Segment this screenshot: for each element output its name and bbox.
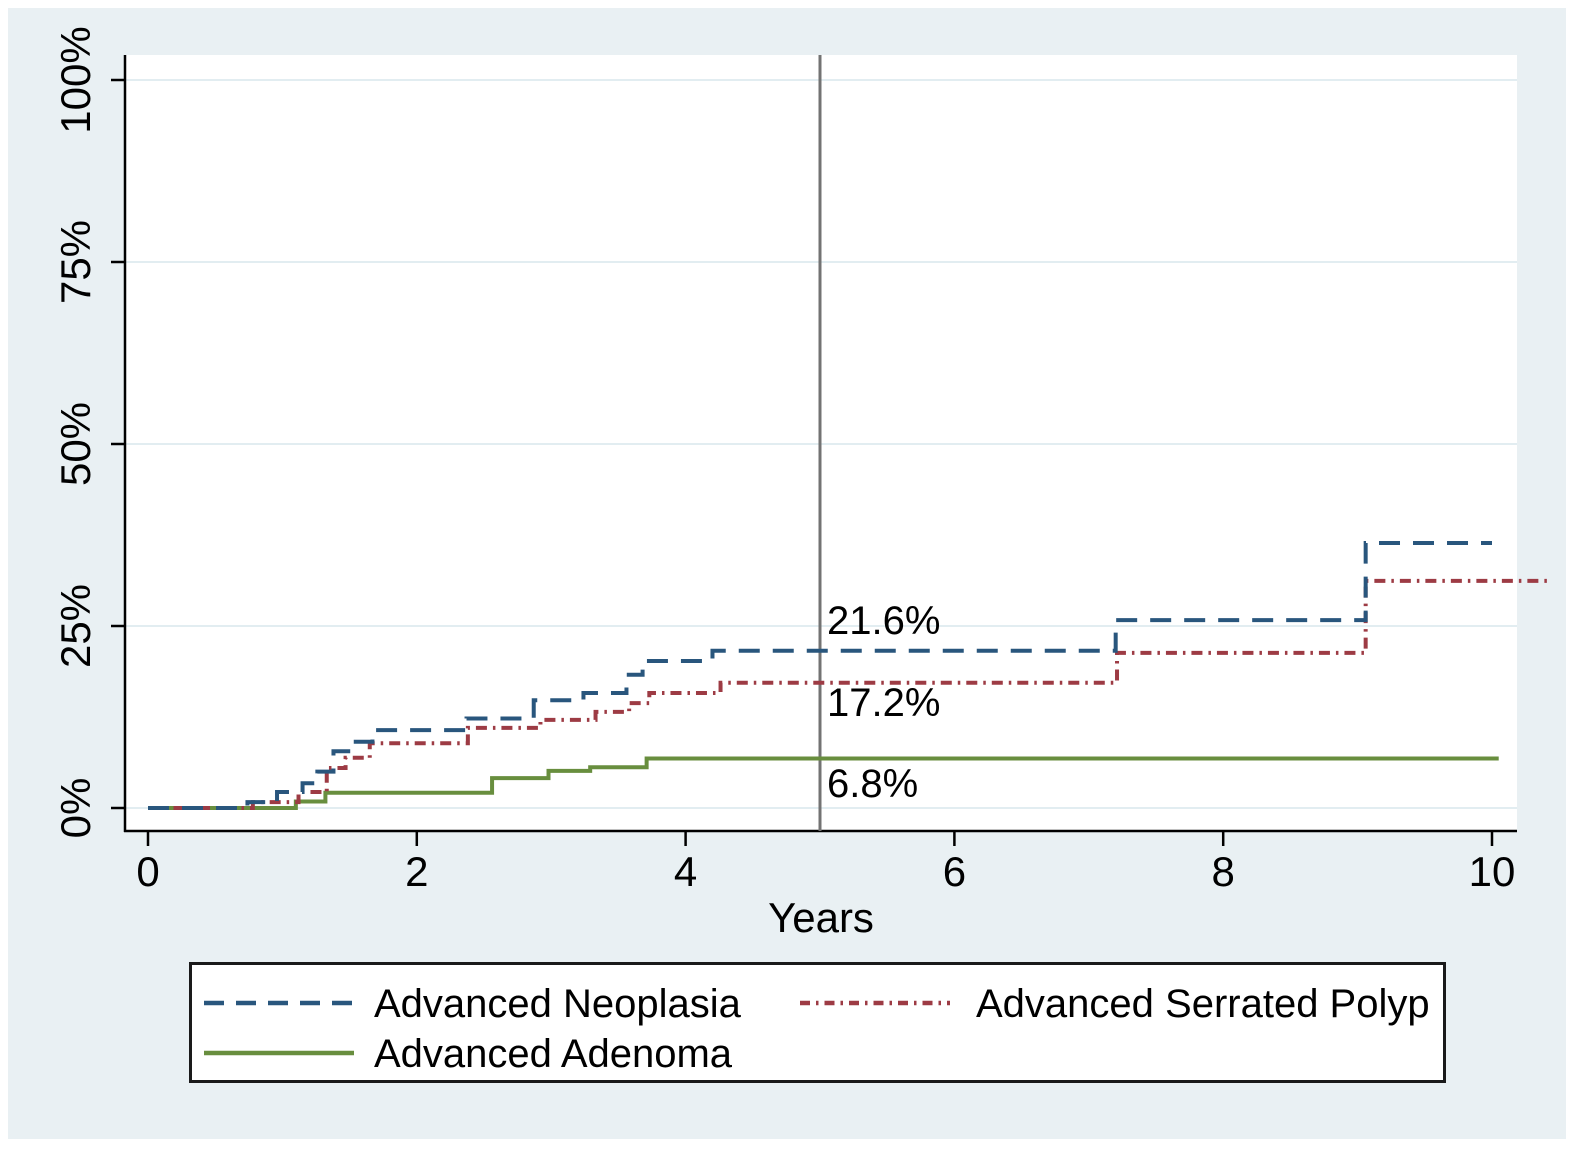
annotation-17-2pct: 17.2% — [827, 680, 941, 725]
x-tick-label-2: 2 — [405, 848, 429, 895]
legend-line-sample-advanced-serrated-polyp — [800, 995, 956, 1013]
x-tick-label-10: 10 — [1468, 848, 1516, 895]
x-tick-label-0: 0 — [136, 848, 160, 895]
legend-label-advanced-serrated-polyp: Advanced Serrated Polyp — [976, 982, 1430, 1026]
legend-line-sample-advanced-neoplasia — [204, 995, 360, 1013]
series-path-advanced-neoplasia — [148, 541, 1492, 810]
x-tick-label-4: 4 — [673, 848, 698, 895]
x-tick-label-6: 6 — [942, 848, 967, 895]
series-path-advanced-serrated-polyp — [148, 578, 1553, 810]
annotation-6-8pct: 6.8% — [827, 762, 919, 807]
legend-label-advanced-neoplasia: Advanced Neoplasia — [374, 982, 741, 1026]
series-path-advanced-adenoma — [148, 756, 1499, 810]
x-tick-label-8: 8 — [1211, 848, 1235, 895]
legend-line-sample-advanced-adenoma — [204, 1045, 360, 1063]
legend: Advanced Neoplasia Advanced Serrated Poly… — [189, 962, 1446, 1083]
legend-items: Advanced Neoplasia Advanced Serrated Poly… — [3, 3, 1574, 1149]
x-axis-title: Years — [768, 894, 874, 941]
legend-label-advanced-adenoma: Advanced Adenoma — [374, 1032, 733, 1076]
annotation-21-6pct: 21.6% — [827, 598, 941, 643]
